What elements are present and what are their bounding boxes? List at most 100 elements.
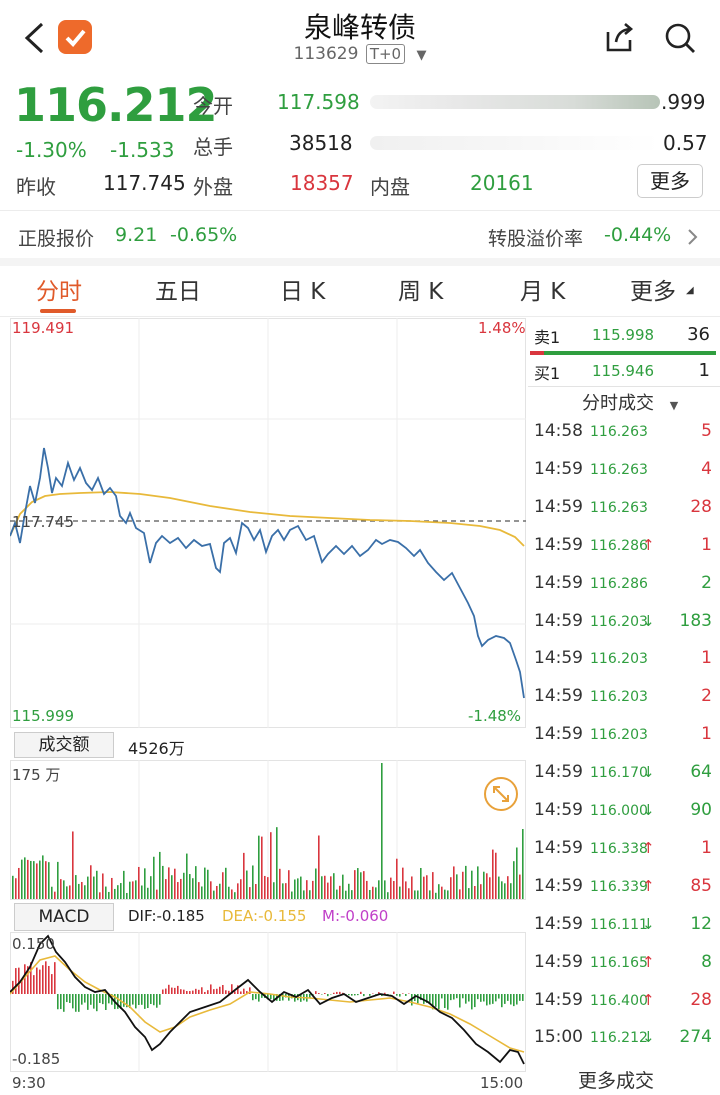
volume-chart[interactable]	[10, 760, 526, 900]
volume-bar	[273, 882, 275, 899]
macd-bar	[195, 988, 197, 994]
volume-bar	[45, 861, 47, 899]
macd-bar	[378, 992, 380, 994]
volume-label: 总手	[193, 135, 233, 159]
macd-tab[interactable]: MACD	[14, 903, 114, 931]
volume-bar	[165, 879, 167, 899]
volume-bar	[342, 874, 344, 899]
search-icon[interactable]	[662, 20, 698, 56]
volume-bar	[468, 888, 470, 899]
volume-bar	[147, 887, 149, 899]
trade-price: 116.170	[590, 765, 648, 782]
macd-bar	[477, 994, 479, 1000]
buy-level[interactable]: 买1 115.946 1	[528, 356, 718, 386]
volume-bar	[60, 879, 62, 899]
macd-bar	[60, 994, 62, 1010]
trade-row: 14:59 116.203 1	[528, 645, 720, 683]
tab-monthly-k[interactable]: 月 K	[520, 279, 566, 305]
macd-chart[interactable]	[10, 932, 526, 1072]
volume-bar	[447, 890, 449, 899]
volume-bar	[444, 889, 446, 899]
trade-arrow-icon: ↑	[642, 876, 655, 895]
tab-intraday[interactable]: 分时	[36, 279, 82, 305]
macd-bar	[18, 967, 20, 994]
change-pct: -1.30%	[16, 138, 87, 162]
macd-bar	[180, 989, 182, 994]
high-bar	[370, 95, 660, 109]
volume-bar	[378, 880, 380, 899]
tab-more-caret-icon[interactable]: ◢	[686, 285, 694, 296]
trades-title[interactable]: 分时成交 ▼	[582, 393, 679, 414]
volume-bar	[495, 852, 497, 899]
macd-bar	[117, 994, 119, 1009]
volume-bar	[54, 891, 56, 899]
sell-level[interactable]: 卖1 115.998 36	[528, 318, 718, 352]
volume-bar	[195, 866, 197, 899]
volume-tab[interactable]: 成交额	[14, 732, 114, 758]
trades-dropdown-icon[interactable]: ▼	[669, 399, 679, 412]
macd-bar	[441, 994, 443, 999]
macd-bar	[474, 994, 476, 1008]
volume-bar	[315, 868, 317, 899]
tab-weekly-k[interactable]: 周 K	[398, 279, 444, 305]
volume-bar	[261, 836, 263, 899]
top-price-label: 119.491	[12, 319, 75, 337]
macd-bar	[420, 994, 422, 1001]
macd-bar	[48, 965, 50, 994]
expand-chart-icon[interactable]	[483, 776, 519, 812]
macd-bar	[504, 994, 506, 1004]
macd-bar	[171, 987, 173, 994]
premium-label[interactable]: 转股溢价率	[488, 228, 584, 250]
volume-bar	[42, 855, 44, 899]
volume-bar	[270, 832, 272, 899]
tab-more[interactable]: 更多	[630, 279, 676, 305]
macd-bar	[231, 984, 233, 994]
share-icon[interactable]	[602, 20, 638, 56]
bottom-pct-label: -1.48%	[468, 707, 522, 725]
volume-bar	[456, 874, 458, 899]
intraday-chart[interactable]	[10, 318, 526, 728]
volume-bar	[471, 870, 473, 899]
trade-volume: 1	[701, 837, 712, 858]
chevron-right-icon[interactable]	[686, 228, 698, 246]
more-quote-button[interactable]: 更多	[637, 164, 703, 198]
volume-bar	[441, 886, 443, 899]
macd-bar	[459, 994, 461, 1008]
trade-row: 14:59 116.263 28	[528, 494, 720, 532]
trade-volume: 12	[690, 913, 712, 934]
macd-bar	[318, 993, 320, 994]
more-trades-button[interactable]: 更多成交	[578, 1070, 655, 1092]
trade-row: 15:00 116.212 ↓ 274	[528, 1024, 720, 1062]
premium-value[interactable]: -0.44%	[604, 224, 672, 246]
volume-bar	[180, 878, 182, 899]
volume-bar	[216, 885, 218, 899]
volume-bar	[492, 849, 494, 899]
volume-bar	[231, 889, 233, 899]
trade-row: 14:59 116.203 ↓ 183	[528, 608, 720, 646]
macd-bar	[165, 988, 167, 994]
volume-bar	[249, 887, 251, 899]
volume-bar	[432, 872, 434, 899]
volume-bar	[510, 883, 512, 899]
macd-bar	[324, 993, 326, 994]
volume-bar	[258, 835, 260, 899]
macd-bar	[267, 994, 269, 1000]
back-icon[interactable]	[22, 20, 46, 56]
book-depth-bar	[530, 351, 716, 355]
security-code[interactable]: 113629 T+0 ▼	[293, 44, 427, 64]
macd-bar	[72, 994, 74, 1009]
macd-bar	[450, 994, 452, 1001]
dropdown-caret-icon[interactable]: ▼	[416, 48, 427, 63]
tab-five-day[interactable]: 五日	[155, 279, 201, 305]
volume-bar	[210, 881, 212, 899]
prev-close-value: 117.745	[103, 171, 186, 195]
macd-bar	[147, 994, 149, 1009]
trade-arrow-icon: ↑	[642, 838, 655, 857]
macd-bar	[519, 994, 521, 1001]
macd-bar	[393, 991, 395, 994]
tab-daily-k[interactable]: 日 K	[280, 279, 326, 305]
volume-bar	[402, 867, 404, 899]
trade-arrow-icon: ↓	[642, 763, 655, 782]
volume-bar	[288, 870, 290, 899]
macd-bar	[234, 991, 236, 994]
